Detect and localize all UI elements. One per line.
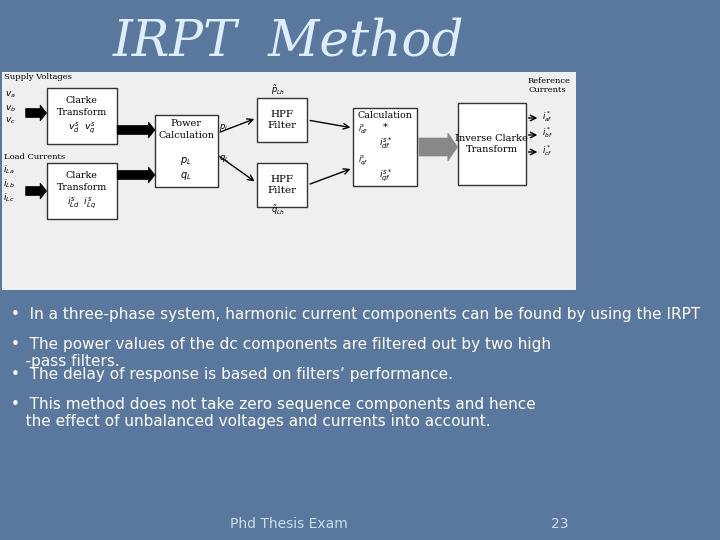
Text: $i_{La}$: $i_{La}$ — [3, 163, 14, 176]
Text: Inverse Clarke
Transform: Inverse Clarke Transform — [455, 133, 528, 154]
Text: Power
Calculation

$p_L$
$q_L$: Power Calculation $p_L$ $q_L$ — [158, 119, 215, 183]
Text: Calculation
*
$i_{df}^{s*}$

$i_{qf}^{s*}$: Calculation * $i_{df}^{s*}$ $i_{qf}^{s*}… — [358, 111, 413, 183]
Text: Reference: Reference — [527, 77, 570, 85]
Text: $i_{Lc}$: $i_{Lc}$ — [3, 191, 14, 204]
Text: $v_c$: $v_c$ — [5, 116, 16, 126]
Text: •  The delay of response is based on filters’ performance.: • The delay of response is based on filt… — [12, 367, 453, 382]
Polygon shape — [117, 167, 155, 183]
Text: Load Currents: Load Currents — [4, 153, 65, 161]
Text: $i_{bf}^*$: $i_{bf}^*$ — [541, 126, 553, 140]
Text: Phd Thesis Exam: Phd Thesis Exam — [230, 517, 348, 531]
Text: •  The power values of the dc components are filtered out by two high
   -pass f: • The power values of the dc components … — [12, 337, 552, 369]
Bar — [257, 98, 307, 142]
Bar — [457, 103, 526, 185]
Text: $i_{cf}^*$: $i_{cf}^*$ — [541, 143, 552, 158]
Bar — [47, 163, 117, 219]
Text: Clarke
Transform
$v_d^s$  $v_q^s$: Clarke Transform $v_d^s$ $v_q^s$ — [57, 96, 107, 136]
Text: $i_{qf}^{s}$: $i_{qf}^{s}$ — [358, 154, 369, 168]
Text: $i_{Lb}$: $i_{Lb}$ — [3, 177, 15, 190]
Text: $p_L$: $p_L$ — [219, 122, 230, 133]
Text: HPF
Filter: HPF Filter — [268, 110, 297, 130]
Text: •  This method does not take zero sequence components and hence
   the effect of: • This method does not take zero sequenc… — [12, 397, 536, 429]
Polygon shape — [419, 133, 457, 161]
Text: Supply Voltages: Supply Voltages — [4, 73, 72, 81]
Text: IRPT  Method: IRPT Method — [113, 17, 464, 67]
Text: $i_{df}^{s}$: $i_{df}^{s}$ — [358, 122, 369, 136]
Text: Currents: Currents — [529, 86, 567, 94]
Text: Clarke
Transform
$i_{Ld}^s$  $i_{Lq}^s$: Clarke Transform $i_{Ld}^s$ $i_{Lq}^s$ — [57, 171, 107, 211]
Polygon shape — [117, 122, 155, 138]
Text: $\tilde{p}_{Lh}$: $\tilde{p}_{Lh}$ — [271, 83, 285, 97]
Text: $q_L$: $q_L$ — [219, 153, 230, 164]
Bar — [1, 72, 576, 290]
Polygon shape — [26, 105, 47, 121]
Text: •  In a three-phase system, harmonic current components can be found by using th: • In a three-phase system, harmonic curr… — [12, 307, 701, 322]
Bar — [257, 163, 307, 207]
Polygon shape — [26, 183, 47, 199]
Bar — [354, 108, 418, 186]
Bar — [155, 115, 217, 187]
Text: $\tilde{q}_{Lh}$: $\tilde{q}_{Lh}$ — [271, 204, 285, 217]
Text: $v_b$: $v_b$ — [5, 103, 16, 113]
Text: $i_{af}^*$: $i_{af}^*$ — [541, 109, 552, 124]
Text: HPF
Filter: HPF Filter — [268, 174, 297, 195]
Bar — [47, 88, 117, 144]
Text: $v_a$: $v_a$ — [5, 90, 16, 100]
Text: 23: 23 — [552, 517, 569, 531]
